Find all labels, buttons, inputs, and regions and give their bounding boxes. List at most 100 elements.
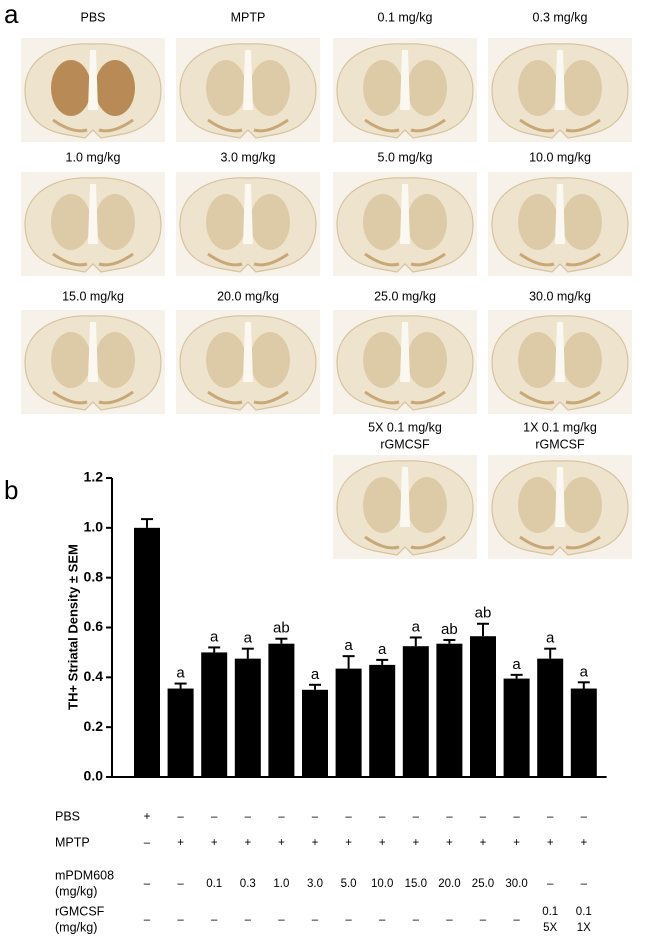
image-label: 25.0 mg/kg [374, 289, 436, 303]
table-cell: – [480, 811, 487, 823]
table-cell: – [345, 811, 352, 823]
brain-section [176, 38, 320, 142]
bar [201, 652, 228, 777]
table-cell: – [177, 878, 184, 890]
ventricle [88, 50, 98, 110]
row-label: (mg/kg) [55, 884, 97, 898]
significance-label: a [378, 641, 387, 658]
bar [369, 664, 396, 777]
table-cell: 30.0 [505, 878, 527, 890]
table-cell: – [379, 811, 386, 823]
striatum [562, 477, 602, 533]
significance-label: a [580, 663, 589, 680]
y-tick-label: 0.6 [84, 618, 104, 634]
striatum [206, 194, 246, 250]
striatum [95, 194, 135, 250]
ventral-area [207, 390, 289, 405]
y-tick-label: 0.2 [84, 718, 104, 734]
image-label: PBS [80, 10, 105, 24]
brain-section [333, 455, 477, 559]
table-cell: 5.0 [341, 878, 357, 890]
table-cell: 3.0 [307, 878, 323, 890]
row-label: PBS [55, 809, 80, 823]
table-cell: + [211, 837, 218, 849]
table-cell: + [412, 837, 419, 849]
table-cell: – [581, 878, 588, 890]
image-label: MPTP [231, 10, 266, 24]
table-cell: 5X [543, 922, 557, 934]
table-cell: 20.0 [438, 878, 460, 890]
significance-label: a [512, 656, 521, 673]
panel-label: b [4, 475, 18, 505]
table-cell: + [547, 837, 554, 849]
row-label: rGMCSF [55, 904, 105, 918]
striatum [51, 332, 91, 388]
image-label: 0.1 mg/kg [378, 10, 433, 24]
y-tick-label: 0.8 [84, 568, 104, 584]
bar [234, 658, 261, 777]
image-label: 5X 0.1 mg/kg [368, 420, 442, 434]
table-cell: + [446, 837, 453, 849]
striatum [562, 332, 602, 388]
image-label: 20.0 mg/kg [217, 289, 279, 303]
table-cell: + [144, 811, 151, 823]
table-cell: + [379, 837, 386, 849]
table-cell: – [177, 811, 184, 823]
table-cell: – [446, 811, 453, 823]
table-cell: + [244, 837, 251, 849]
striatum [206, 332, 246, 388]
striatum [250, 60, 290, 116]
y-tick-label: 0.4 [84, 668, 104, 684]
table-cell: 0.1 [206, 878, 222, 890]
brain-section [21, 310, 165, 414]
brain-section [176, 172, 320, 276]
table-cell: – [278, 811, 285, 823]
striatum [95, 60, 135, 116]
bar [302, 689, 328, 777]
significance-label: a [412, 618, 421, 635]
ventral-area [519, 535, 601, 550]
image-label: 3.0 mg/kg [221, 150, 276, 164]
image-label: 30.0 mg/kg [529, 289, 591, 303]
striatum [518, 332, 558, 388]
table-cell: – [547, 878, 554, 890]
table-cell: + [345, 837, 352, 849]
ventricle [88, 322, 98, 382]
table-cell: 0.3 [240, 878, 256, 890]
panel-label: a [4, 0, 19, 29]
table-cell: – [513, 811, 520, 823]
table-cell: + [480, 837, 487, 849]
y-tick-label: 0.0 [84, 768, 104, 784]
bar [537, 658, 564, 777]
striatum [51, 194, 91, 250]
ventricle [400, 322, 410, 382]
brain-section [333, 310, 477, 414]
striatum [518, 194, 558, 250]
significance-label: a [546, 630, 555, 647]
brain-section [176, 310, 320, 414]
ventral-area [52, 118, 134, 133]
bar [167, 688, 194, 777]
table-cell: + [312, 837, 319, 849]
table-cell: – [245, 914, 252, 926]
brain-section [21, 38, 165, 142]
bar [470, 636, 496, 777]
table-cell: – [245, 811, 252, 823]
table-cell: + [580, 837, 587, 849]
striatum [407, 332, 447, 388]
ventral-area [364, 252, 446, 267]
table-cell: – [312, 914, 319, 926]
image-label: 15.0 mg/kg [62, 289, 124, 303]
ventricle [555, 467, 565, 527]
y-tick-label: 1.0 [84, 519, 104, 535]
table-cell: – [413, 914, 420, 926]
brain-section [488, 455, 632, 559]
significance-label: a [344, 637, 353, 654]
ventral-area [519, 252, 601, 267]
table-cell: – [211, 914, 218, 926]
table-cell: – [413, 811, 420, 823]
significance-label: a [311, 666, 320, 683]
table-cell: – [144, 878, 151, 890]
ventricle [555, 322, 565, 382]
bar [570, 688, 597, 777]
